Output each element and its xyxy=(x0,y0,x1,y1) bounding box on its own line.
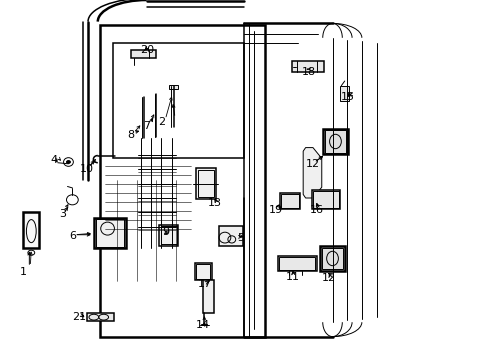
Bar xyxy=(219,226,242,246)
Text: 7: 7 xyxy=(143,121,150,131)
Text: 3: 3 xyxy=(59,209,66,219)
Bar xyxy=(313,191,338,208)
Bar xyxy=(194,263,211,280)
Text: 19: 19 xyxy=(269,204,283,215)
Text: 8: 8 xyxy=(127,130,134,140)
Text: 16: 16 xyxy=(309,204,323,215)
Text: 21: 21 xyxy=(72,312,86,322)
Bar xyxy=(279,257,315,270)
Bar xyxy=(321,248,343,269)
Text: 6: 6 xyxy=(69,231,76,241)
Bar xyxy=(281,194,298,208)
Bar xyxy=(322,129,347,154)
Bar xyxy=(159,225,178,246)
Bar xyxy=(203,280,213,313)
Bar xyxy=(277,256,316,271)
Text: 20: 20 xyxy=(141,45,154,55)
Text: 2: 2 xyxy=(158,117,164,127)
Text: 18: 18 xyxy=(302,67,315,77)
Bar xyxy=(196,264,210,279)
Text: 15: 15 xyxy=(341,92,354,102)
Bar xyxy=(96,219,123,247)
Bar xyxy=(292,61,324,72)
Text: 14: 14 xyxy=(196,320,209,330)
Text: 10: 10 xyxy=(80,164,94,174)
Text: 12: 12 xyxy=(305,159,319,169)
Text: 13: 13 xyxy=(208,198,222,208)
Bar xyxy=(311,190,340,209)
Bar xyxy=(195,168,216,199)
Bar xyxy=(131,50,155,58)
Bar xyxy=(339,86,348,101)
Bar xyxy=(161,226,176,244)
Bar xyxy=(113,43,243,158)
Bar xyxy=(168,85,178,89)
Text: 12: 12 xyxy=(321,273,335,283)
Bar xyxy=(319,246,345,271)
Polygon shape xyxy=(303,148,321,198)
Bar xyxy=(87,313,114,321)
Bar xyxy=(23,212,39,248)
Text: 17: 17 xyxy=(198,279,212,289)
Text: 1: 1 xyxy=(20,267,27,277)
Text: 4: 4 xyxy=(50,155,57,165)
Bar xyxy=(197,170,214,197)
Ellipse shape xyxy=(66,161,70,163)
Bar xyxy=(279,193,300,209)
Bar xyxy=(324,130,346,153)
Bar xyxy=(94,218,125,248)
Text: 9: 9 xyxy=(163,227,169,237)
Text: 11: 11 xyxy=(285,272,299,282)
Text: 5: 5 xyxy=(237,233,244,243)
